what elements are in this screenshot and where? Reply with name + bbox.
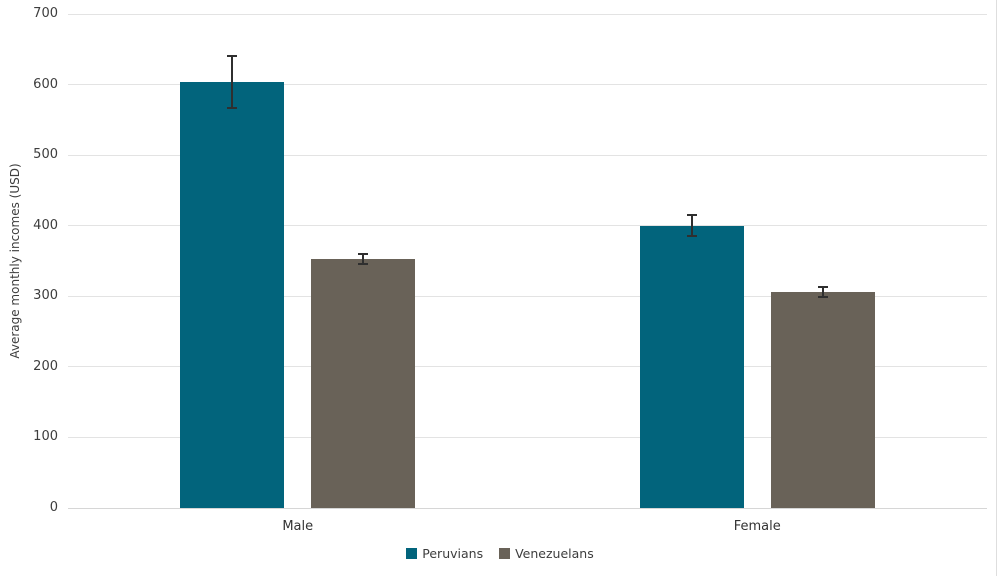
legend: Peruvians Venezuelans — [0, 544, 1000, 562]
window-edge-line — [996, 0, 997, 576]
error-bar-peruvians-male — [227, 54, 238, 110]
y-axis-title: Average monthly incomes (USD) — [8, 163, 22, 359]
gridline-300 — [68, 295, 987, 297]
legend-item-venezuelans: Venezuelans — [499, 546, 594, 561]
gridline-200 — [68, 366, 987, 368]
error-bar-cap-bottom — [358, 262, 369, 265]
bar-venezuelans-female — [770, 292, 875, 508]
y-tick-label-400: 400 — [33, 217, 58, 233]
error-bar-venezuelans-female — [817, 286, 828, 298]
error-bar-cap-bottom — [817, 295, 828, 298]
error-bar-line — [231, 54, 234, 110]
y-tick-label-200: 200 — [33, 358, 58, 374]
y-tick-label-700: 700 — [33, 6, 58, 21]
bar-venezuelans-male — [311, 258, 416, 508]
error-bar-peruvians-female — [686, 214, 697, 237]
legend-swatch-peruvians — [406, 547, 418, 559]
error-bar-cap-top — [817, 286, 828, 289]
legend-swatch-venezuelans — [499, 547, 511, 559]
error-bar-venezuelans-male — [358, 253, 369, 265]
gridline-400 — [68, 225, 987, 227]
gridline-700 — [68, 13, 987, 15]
y-tick-label-0: 0 — [49, 500, 58, 515]
y-tick-label-100: 100 — [33, 429, 58, 445]
y-tick-label-500: 500 — [33, 147, 58, 163]
gridline-500 — [68, 154, 987, 156]
error-bar-cap-top — [686, 214, 697, 217]
gridline-0 — [68, 507, 987, 509]
y-tick-label-600: 600 — [33, 76, 58, 92]
y-tick-label-300: 300 — [33, 288, 58, 304]
x-category-label-female: Female — [733, 519, 781, 534]
error-bar-line — [690, 214, 693, 237]
error-bar-line — [821, 286, 824, 298]
error-bar-cap-bottom — [227, 107, 238, 110]
x-category-label-male: Male — [282, 519, 314, 534]
legend-label-peruvians: Peruvians — [422, 545, 484, 561]
gridline-100 — [68, 436, 987, 438]
legend-item-peruvians: Peruvians — [406, 546, 483, 561]
legend-label-venezuelans: Venezuelans — [515, 545, 594, 561]
error-bar-line — [362, 253, 365, 265]
gridline-600 — [68, 84, 987, 86]
bar-peruvians-female — [639, 225, 744, 508]
error-bar-cap-top — [358, 253, 369, 256]
error-bar-cap-bottom — [686, 235, 697, 237]
error-bar-cap-top — [227, 54, 238, 57]
bar-peruvians-male — [180, 81, 285, 508]
